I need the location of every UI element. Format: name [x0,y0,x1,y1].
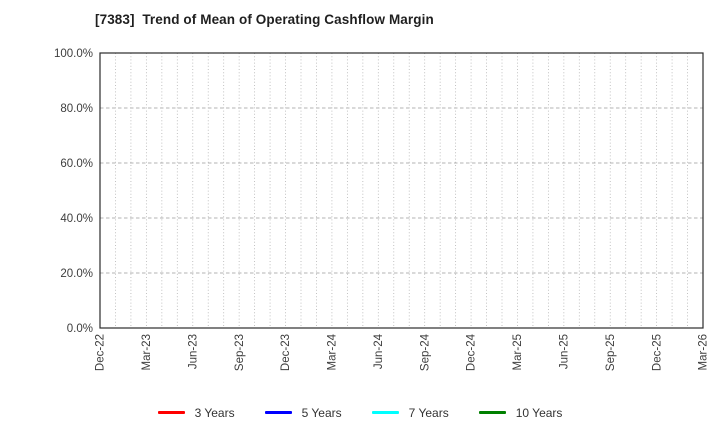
legend-item-7-years: 7 Years [371,406,449,420]
x-tick-label: Jun-23 [187,334,199,369]
legend-label: 10 Years [515,406,563,420]
y-tick-label: 40.0% [60,213,93,225]
y-tick-label: 60.0% [60,158,93,170]
legend-line-swatch [371,411,399,414]
legend-line-swatch [157,411,185,414]
x-tick-label: Jun-24 [373,333,385,369]
x-tick-label: Dec-25 [651,334,663,371]
x-tick-label: Dec-22 [95,334,107,371]
horizontal-gridlines [100,107,703,274]
legend-label: 7 Years [408,406,449,420]
legend-label: 3 Years [194,406,235,420]
x-tick-labels: Dec-22 Mar-23 Jun-23 Sep-23 Dec-23 Mar-24 Jun-… [95,333,710,371]
x-tick-label: Sep-23 [234,334,246,371]
x-tick-label: Jun-25 [559,334,571,369]
y-tick-label: 80.0% [60,103,93,115]
axes-frame [99,52,704,329]
legend-item-10-years: 10 Years [478,406,563,420]
x-tick-label: Sep-25 [605,334,617,371]
legend-line-swatch [264,411,292,414]
y-tick-label: 100.0% [54,48,93,60]
legend-label: 5 Years [301,406,342,420]
x-tick-label: Mar-26 [698,334,710,370]
legend-item-3-years: 3 Years [157,406,235,420]
y-tick-labels: 0.0% 20.0% 40.0% 60.0% 80.0% 100.0% [54,48,93,335]
y-tick-label: 0.0% [67,323,93,335]
y-tick-label: 20.0% [60,268,93,280]
x-tick-label: Mar-24 [327,333,339,370]
x-tick-label: Mar-25 [512,334,524,370]
vertical-gridlines [115,53,688,328]
x-tick-label: Dec-23 [280,334,292,371]
legend: 3 Years 5 Years 7 Years 10 Years [0,406,720,419]
x-tick-label: Mar-23 [141,334,153,370]
legend-item-5-years: 5 Years [264,406,342,420]
chart-title: [7383] Trend of Mean of Operating Cashfl… [95,12,434,27]
legend-line-swatch [478,411,506,414]
plot-area: 0.0% 20.0% 40.0% 60.0% 80.0% 100.0% Dec-22 Mar-… [54,48,710,371]
x-tick-label: Sep-24 [419,333,431,371]
x-tick-label: Dec-24 [466,333,478,371]
